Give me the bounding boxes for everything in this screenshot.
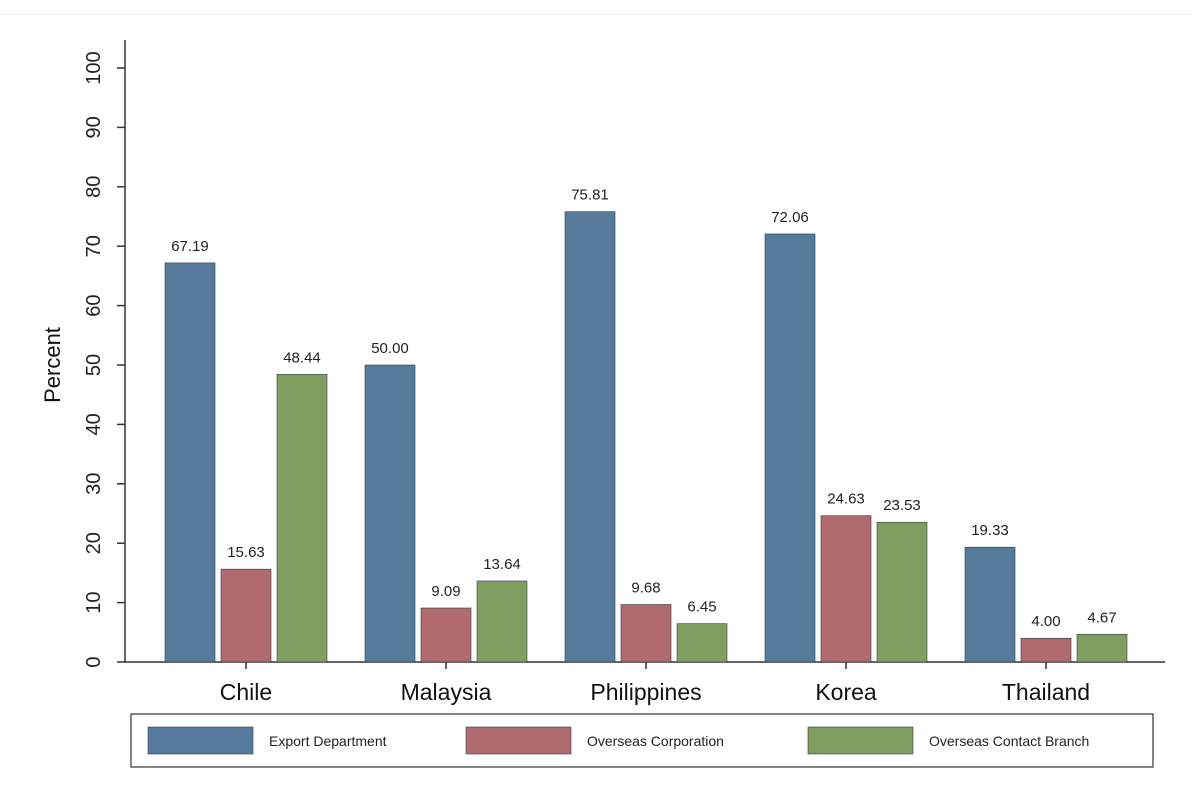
bar-value-label: 67.19 xyxy=(171,238,209,255)
y-tick-label: 50 xyxy=(83,354,105,376)
category-label: Chile xyxy=(220,679,272,705)
bar xyxy=(1076,633,1128,663)
bar xyxy=(820,515,872,663)
bar-value-label: 48.44 xyxy=(283,349,321,366)
y-tick-label: 20 xyxy=(83,532,105,554)
y-axis-label: Percent xyxy=(40,327,65,403)
bar xyxy=(764,233,816,663)
bar-value-label: 23.53 xyxy=(883,497,921,514)
y-tick-label: 90 xyxy=(83,116,105,138)
bar-value-label: 72.06 xyxy=(771,209,809,226)
legend-label: Overseas Contact Branch xyxy=(929,733,1089,749)
bar-value-label: 19.33 xyxy=(971,522,1009,539)
top-divider xyxy=(0,14,1192,15)
bar xyxy=(620,604,672,663)
legend-swatch xyxy=(465,726,572,755)
legend-box xyxy=(130,713,1154,768)
bar-value-label: 13.64 xyxy=(483,556,521,573)
y-tick-label: 30 xyxy=(83,473,105,495)
bar xyxy=(876,521,928,663)
y-tick-label: 70 xyxy=(83,235,105,257)
bar-value-label: 24.63 xyxy=(827,491,865,508)
y-tick-label: 0 xyxy=(83,656,105,667)
bar-value-label: 9.09 xyxy=(431,583,460,600)
bar-value-label: 15.63 xyxy=(227,544,265,561)
bar xyxy=(676,623,728,663)
y-tick-label: 40 xyxy=(83,413,105,435)
category-label: Malaysia xyxy=(401,679,492,705)
bar-value-label: 4.00 xyxy=(1031,613,1060,630)
y-tick-label: 80 xyxy=(83,176,105,198)
y-tick-label: 10 xyxy=(83,591,105,613)
bar xyxy=(220,568,272,663)
bar xyxy=(276,373,328,663)
bar-value-label: 6.45 xyxy=(687,599,716,616)
legend-swatch xyxy=(147,726,254,755)
bar xyxy=(1020,637,1072,663)
bar xyxy=(564,211,616,663)
bar xyxy=(476,580,528,663)
legend-label: Overseas Corporation xyxy=(587,733,724,749)
bar xyxy=(364,364,416,663)
axes: 0 10 20 30 40 50 60 70 80 90 100 Percent Chile Malays… xyxy=(40,40,1165,705)
bar xyxy=(964,546,1016,663)
bar-value-label: 4.67 xyxy=(1087,609,1116,626)
bar-value-label: 75.81 xyxy=(571,187,609,204)
bar-value-label: 50.00 xyxy=(371,340,409,357)
category-label: Thailand xyxy=(1002,679,1090,705)
legend: Export Department Overseas Corporation Ove… xyxy=(130,713,1154,768)
legend-swatch xyxy=(807,726,914,755)
legend-label: Export Department xyxy=(269,733,387,749)
y-tick-label: 60 xyxy=(83,294,105,316)
data-labels: 67.19 15.63 48.44 50.00 9.09 13.64 75.81 9.68 6.… xyxy=(171,187,1116,631)
bars xyxy=(164,211,1128,663)
y-tick-label: 100 xyxy=(83,51,105,84)
bar xyxy=(164,262,216,663)
bar-value-label: 9.68 xyxy=(631,580,660,597)
bar xyxy=(420,607,472,663)
category-label: Korea xyxy=(815,679,877,705)
category-label: Philippines xyxy=(590,679,701,705)
